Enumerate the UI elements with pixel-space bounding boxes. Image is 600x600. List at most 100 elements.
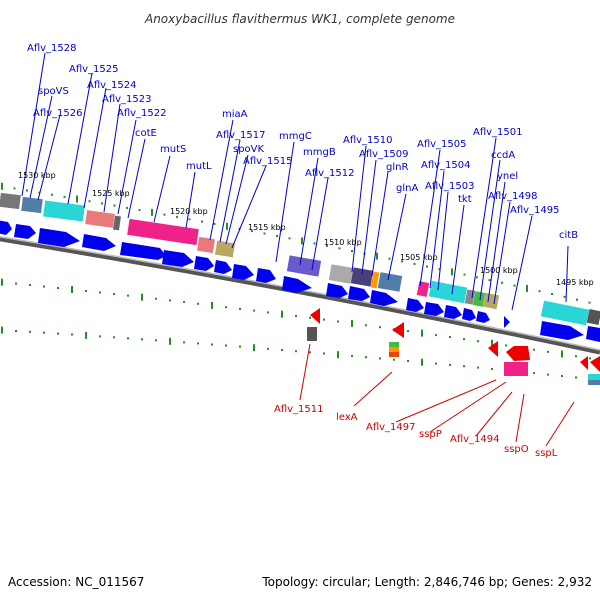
cog-block [0,192,21,210]
accession-text: Accession: NC_011567 [8,575,144,589]
cds-arrow [444,305,462,319]
cds-arrow [504,316,510,328]
gene-label: miaA [222,109,248,120]
tick-mark [1,326,3,334]
tick-dot [126,206,128,209]
tick-dot [476,276,478,279]
cds-arrow-reverse [392,322,404,338]
tick-dot [29,330,31,333]
tick-dot [533,372,535,375]
tick-dot [337,320,339,323]
gene-label: Aflv_1522 [117,108,167,119]
tick-dot [29,284,31,286]
tick-dot [313,242,316,245]
tick-dot [155,297,157,300]
cds-arrow [82,234,116,251]
cog-block [370,271,380,289]
cog-block [328,264,354,284]
tick-mark [301,237,303,245]
gene-label: sspP [419,429,442,440]
inner-tick-ring [1,278,591,360]
tick-dot [163,213,166,216]
tick-dot [477,340,479,343]
tick-dot [183,341,185,344]
cds-arrow [540,321,584,340]
gene-label: Aflv_1503 [425,181,475,192]
tick-dot [225,306,227,309]
tick-dot [26,189,28,192]
cog-block [504,362,528,376]
cds-arrow [370,290,398,306]
tick-dot [43,331,45,334]
tick-mark [526,284,528,292]
gene-label: mmgC [279,131,312,142]
gene-label: Aflv_1497 [366,422,416,433]
cog-block [85,210,115,228]
tick-mark [561,350,563,358]
scale-label: 1500 kbp [480,266,518,275]
tick-dot [281,349,283,351]
tick-mark [211,301,213,309]
gene-label: Aflv_1525 [69,64,119,75]
tick-dot [463,365,465,368]
scale-labels: 1530 kbp 1525 kbp 1520 kbp 1515 kbp 1510… [18,171,594,287]
cds-arrow [194,256,214,271]
map-title: Anoxybacillus flavithermus WK1, complete… [144,12,455,26]
tick-dot [57,332,59,335]
gene-label: Aflv_1517 [216,130,266,141]
gene-label: glnR [386,162,408,173]
cog-block [307,327,317,341]
tick-dot [351,250,353,252]
tick-dot [575,355,577,358]
cog-block [428,280,468,304]
scale-label: 1510 kbp [324,238,362,247]
tick-dot [99,291,101,294]
scale-label: 1520 kbp [170,207,208,216]
reverse-gene-labels: Aflv_1511 lexA Aflv_1497 sspP Aflv_1494 … [274,404,558,459]
tick-dot [71,333,73,336]
topology-text: Topology: circular; Length: 2,846,746 bp… [261,575,592,589]
cog-block [482,292,500,310]
tick-dot [449,363,451,366]
cds-arrow [326,283,348,298]
gene-label: mmgB [303,147,336,158]
tick-dot [183,301,185,304]
cds-arrow [14,224,36,239]
cds-arrow [424,302,444,316]
gene-label: Aflv_1528 [27,43,77,54]
tick-mark [421,358,423,366]
gene-label: Aflv_1509 [359,149,409,160]
tick-dot [15,330,17,332]
gene-label: citB [559,230,578,241]
tick-dot [401,260,403,263]
tick-dot [267,347,269,350]
tick-dot [426,265,428,268]
gene-label: Aflv_1510 [343,135,393,146]
tick-dot [113,204,116,207]
tick-dot [155,339,157,342]
tick-mark [1,182,3,190]
gene-label: Aflv_1495 [510,205,560,216]
cds-arrow [282,276,312,293]
tick-dot [51,193,53,196]
tick-mark [1,278,3,286]
cog-block [389,352,399,357]
tick-dot [113,336,115,339]
cog-block [586,308,600,326]
gene-label: mutS [160,144,186,155]
tick-mark [281,310,283,318]
cog-block [377,272,403,292]
tick-dot [463,338,465,341]
tick-dot [413,262,416,265]
gene-label: Aflv_1498 [488,191,538,202]
reverse-leader-lines [299,343,575,447]
tick-dot [295,350,297,353]
tick-dot [288,237,291,240]
scale-label: 1515 kbp [248,223,286,232]
gene-label: Aflv_1511 [274,404,324,415]
tick-dot [488,279,491,282]
tick-dot [213,222,216,225]
tick-dot [323,352,325,355]
tick-dot [351,354,353,357]
